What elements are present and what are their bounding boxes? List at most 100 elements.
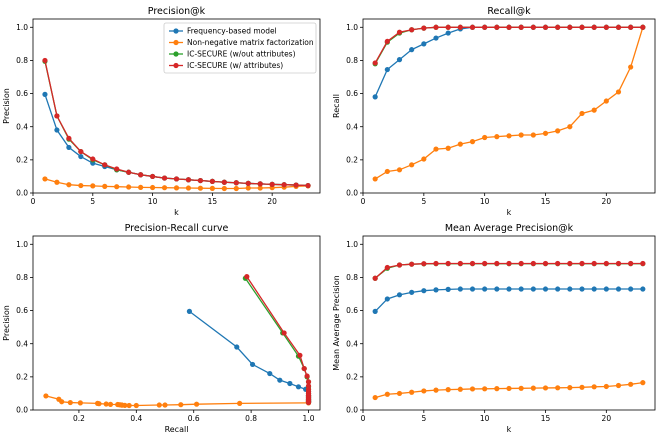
legend-label: IC-SECURE (w/ attributes)	[187, 61, 283, 70]
data-point	[433, 146, 439, 152]
data-point	[409, 289, 415, 295]
data-point	[506, 286, 512, 292]
y-tick-label: 1.0	[16, 23, 28, 32]
y-tick-label: 0.2	[16, 155, 28, 164]
data-point	[122, 402, 128, 408]
x-axis-label: k	[507, 208, 512, 217]
data-point	[469, 260, 476, 267]
legend-item-ic_w: IC-SECURE (w/ attributes)	[169, 61, 283, 70]
data-point	[138, 184, 144, 190]
data-point	[433, 35, 439, 41]
y-axis-label: Precision	[2, 88, 11, 124]
data-point	[530, 385, 536, 391]
data-point	[301, 365, 307, 372]
y-tick-label: 0.4	[16, 122, 28, 131]
data-point	[603, 24, 609, 30]
data-point	[555, 128, 561, 134]
chart-panel-4: Mean Average Precision@k 0 5 10 15 20 0.0 0.2 0.…	[332, 223, 656, 434]
y-tick-label: 0.6	[346, 306, 358, 315]
data-point	[542, 385, 549, 391]
data-point	[102, 183, 108, 189]
data-point	[542, 260, 549, 267]
data-point	[445, 387, 451, 393]
data-point	[221, 179, 227, 185]
data-point	[530, 132, 536, 138]
legend-swatch-marker	[173, 28, 179, 34]
data-point	[245, 180, 251, 186]
x-tick-label: 1.0	[303, 414, 315, 423]
data-point	[396, 390, 403, 397]
x-tick-label: 20	[602, 197, 612, 206]
data-point	[542, 286, 549, 292]
data-point	[542, 24, 549, 30]
data-point	[482, 24, 488, 30]
data-point	[126, 184, 132, 190]
data-point	[591, 107, 597, 113]
x-tick-label: 5	[421, 414, 426, 423]
data-point	[591, 384, 597, 390]
legend-item-nmf: Non-negative matrix factorization	[169, 38, 314, 47]
data-point	[457, 260, 463, 267]
data-point	[42, 91, 48, 97]
data-point	[421, 25, 427, 31]
data-point	[615, 89, 622, 95]
data-point	[54, 113, 60, 119]
series-line-frequency	[189, 310, 310, 403]
y-tick-label: 1.0	[346, 23, 358, 32]
data-point	[304, 373, 310, 379]
data-point	[409, 47, 415, 53]
data-point	[421, 388, 427, 394]
data-point	[409, 389, 415, 395]
series-line-frequency	[44, 94, 309, 187]
data-point	[193, 401, 200, 407]
y-tick-label: 0.8	[16, 273, 28, 282]
x-axis-label: k	[507, 425, 512, 434]
data-point	[457, 141, 463, 147]
data-point	[43, 393, 49, 399]
data-point	[506, 133, 512, 139]
x-tick-label: 20	[267, 197, 277, 206]
x-tick-label: 5	[90, 197, 95, 206]
data-point	[54, 179, 60, 185]
data-point	[384, 264, 390, 271]
data-point	[530, 286, 536, 292]
data-point	[518, 286, 524, 292]
data-point	[233, 180, 239, 186]
data-point	[297, 352, 303, 358]
x-axis-label: Recall	[165, 425, 189, 434]
series-line-ic_wo	[244, 277, 310, 403]
data-point	[494, 24, 500, 30]
data-point	[615, 286, 622, 292]
data-point	[384, 296, 390, 302]
series-line-frequency	[374, 288, 643, 312]
legend-swatch-marker	[173, 39, 179, 46]
series-line-nmf	[374, 27, 644, 180]
data-point	[237, 400, 243, 406]
chart-panel-1: Precision@k 0 5 10 15 20 0.0 0.2 0.4 0.6 0.8 1.0 k Pr…	[2, 6, 321, 217]
x-tick-label: 0.8	[245, 414, 257, 423]
data-point	[161, 175, 168, 181]
data-point	[295, 384, 302, 390]
series-nmf	[43, 393, 312, 409]
data-point	[287, 380, 293, 387]
series-line-ic_wo	[374, 26, 643, 65]
data-point	[591, 260, 597, 267]
y-tick-label: 0.8	[16, 56, 28, 65]
data-point	[469, 24, 476, 30]
x-tick-label: 15	[541, 197, 551, 206]
data-point	[78, 148, 84, 155]
data-point	[494, 134, 500, 140]
data-point	[186, 308, 193, 314]
data-point	[530, 24, 536, 30]
series-frequency	[186, 308, 312, 406]
y-tick-label: 0.2	[16, 372, 28, 381]
data-point	[640, 380, 646, 386]
data-point	[96, 401, 102, 407]
x-tick-label: 0.4	[130, 414, 142, 423]
x-tick-label: 15	[541, 414, 551, 423]
data-point	[567, 24, 573, 30]
y-axis-label: Mean Average Precision	[332, 275, 341, 370]
data-point	[209, 178, 215, 184]
data-point	[233, 185, 239, 192]
